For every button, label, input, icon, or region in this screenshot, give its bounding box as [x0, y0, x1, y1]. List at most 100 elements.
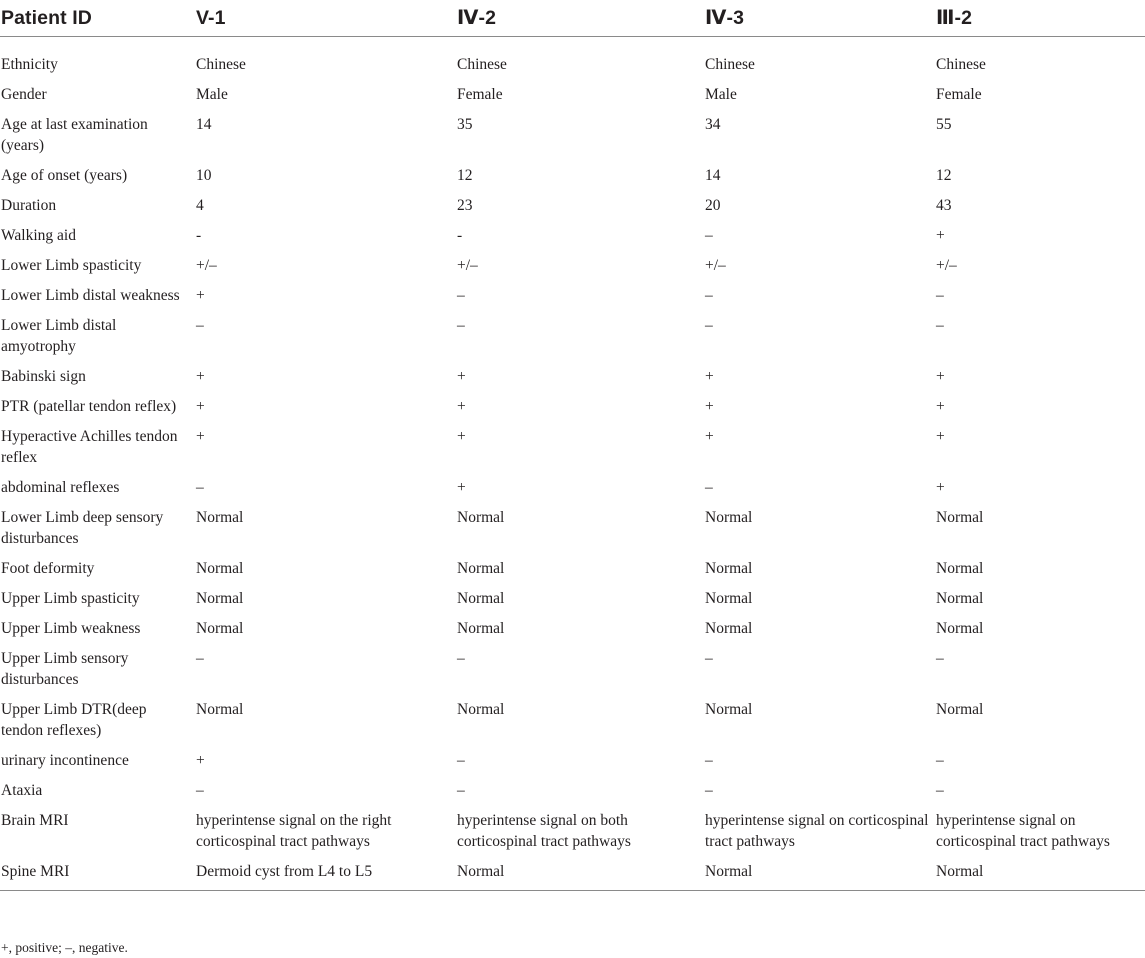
table-cell: +: [936, 227, 945, 244]
row-label: Upper Limb weakness: [1, 620, 141, 637]
table-cell: Normal: [936, 509, 984, 526]
table-cell: hyperintense signal on corticospinal tra…: [705, 812, 929, 850]
table-row: Babinski sign + + + +: [0, 362, 1145, 392]
table-cell: +: [936, 479, 945, 496]
table-row: Walking aid - - – +: [0, 221, 1145, 251]
header-patient-v-1: V-1: [195, 0, 456, 37]
table-cell: Normal: [705, 590, 753, 607]
table-cell: Normal: [705, 863, 753, 880]
table-row: Ethnicity Chinese Chinese Chinese Chinese: [0, 50, 1145, 80]
table-cell: hyperintense signal on both corticospina…: [457, 812, 631, 850]
row-label: Brain MRI: [1, 812, 69, 829]
table-row: Upper Limb DTR(deep tendon reflexes) Norm…: [0, 695, 1145, 746]
table-row: Upper Limb sensory disturbances – – – –: [0, 644, 1145, 695]
table-cell: –: [705, 227, 713, 244]
table-cell: +: [936, 398, 945, 415]
row-label: Hyperactive Achilles tendon reflex: [1, 428, 178, 466]
table-cell: hyperintense signal on the right cortico…: [196, 812, 392, 850]
table-cell: Female: [457, 86, 503, 103]
row-label: Gender: [1, 86, 47, 103]
table-cell: –: [936, 650, 944, 667]
row-label: Foot deformity: [1, 560, 95, 577]
table-cell: 14: [705, 167, 721, 184]
table-cell: Female: [936, 86, 982, 103]
table-cell: -: [457, 227, 463, 244]
table-row: urinary incontinence + – – –: [0, 746, 1145, 776]
table-row: Age at last examination (years) 14 35 34 55: [0, 110, 1145, 161]
table-cell: –: [936, 287, 944, 304]
table-cell: +: [196, 398, 205, 415]
table-cell: Normal: [936, 560, 984, 577]
row-label: Upper Limb DTR(deep tendon reflexes): [1, 701, 147, 739]
table-cell: Chinese: [936, 56, 986, 73]
row-label: Lower Limb spasticity: [1, 257, 142, 274]
table-cell: Normal: [457, 560, 505, 577]
table-cell: +: [457, 368, 466, 385]
table-cell: –: [705, 782, 713, 799]
table-row: Gender Male Female Male Female: [0, 80, 1145, 110]
row-label: PTR (patellar tendon reflex): [1, 398, 177, 415]
table-cell: Normal: [936, 701, 984, 718]
table-cell: +: [196, 368, 205, 385]
table-cell: 35: [457, 116, 473, 133]
table-cell: Male: [196, 86, 228, 103]
table-cell: +/–: [936, 257, 957, 274]
table-row: Lower Limb deep sensory disturbances Norm…: [0, 503, 1145, 554]
table-cell: –: [457, 650, 465, 667]
table-cell: Normal: [705, 701, 753, 718]
table-cell: –: [457, 287, 465, 304]
row-label: Duration: [1, 197, 57, 214]
row-label: Lower Limb distal amyotrophy: [1, 317, 117, 355]
table-row: Age of onset (years) 10 12 14 12: [0, 161, 1145, 191]
table-row: Upper Limb spasticity Normal Normal Normal N…: [0, 584, 1145, 614]
table-cell: –: [705, 317, 713, 334]
table-cell: 4: [196, 197, 204, 214]
table-cell: Normal: [196, 590, 244, 607]
table-row: Foot deformity Normal Normal Normal Normal: [0, 554, 1145, 584]
table-row: Brain MRI hyperintense signal on the righ…: [0, 806, 1145, 857]
table-cell: –: [936, 752, 944, 769]
table-cell: Male: [705, 86, 737, 103]
table-cell: 43: [936, 197, 952, 214]
table-cell: +/–: [705, 257, 726, 274]
table-cell: +: [936, 368, 945, 385]
table-cell: Normal: [196, 509, 244, 526]
table-cell: Normal: [196, 701, 244, 718]
row-label: Ethnicity: [1, 56, 58, 73]
header-patient-iv-2: Ⅳ-2: [456, 0, 704, 37]
table-cell: Normal: [705, 509, 753, 526]
spacer-row: [0, 37, 1145, 51]
table-cell: Chinese: [457, 56, 507, 73]
table-cell: Normal: [936, 620, 984, 637]
header-row: Patient ID V-1 Ⅳ-2 Ⅳ-3 Ⅲ-2: [0, 0, 1145, 37]
table-row: Duration 4 23 20 43: [0, 191, 1145, 221]
table-body: Ethnicity Chinese Chinese Chinese Chinese Gen…: [0, 37, 1145, 891]
table-cell: 55: [936, 116, 952, 133]
table-cell: 20: [705, 197, 721, 214]
row-label: urinary incontinence: [1, 752, 129, 769]
table-cell: Normal: [457, 509, 505, 526]
table-cell: +: [457, 398, 466, 415]
header-patient-id: Patient ID: [0, 0, 195, 37]
table-cell: –: [196, 479, 204, 496]
table-cell: Normal: [457, 590, 505, 607]
table-cell: +: [196, 428, 205, 445]
row-label: Spine MRI: [1, 863, 70, 880]
table-cell: Normal: [705, 620, 753, 637]
table-cell: +/–: [457, 257, 478, 274]
row-label: Walking aid: [1, 227, 76, 244]
row-label: Lower Limb deep sensory disturbances: [1, 509, 164, 547]
table-cell: Chinese: [705, 56, 755, 73]
table-cell: –: [196, 317, 204, 334]
table-cell: hyperintense signal on corticospinal tra…: [936, 812, 1110, 850]
row-label: Age of onset (years): [1, 167, 128, 184]
spacer-cell: [0, 37, 1145, 51]
row-label: Upper Limb sensory disturbances: [1, 650, 129, 688]
row-label: Ataxia: [1, 782, 43, 799]
table-cell: 12: [457, 167, 473, 184]
table-cell: +: [936, 428, 945, 445]
table-row: Upper Limb weakness Normal Normal Normal Nor…: [0, 614, 1145, 644]
table-cell: Dermoid cyst from L4 to L5: [196, 863, 373, 880]
table-cell: 23: [457, 197, 473, 214]
table-row: PTR (patellar tendon reflex) + + + +: [0, 392, 1145, 422]
